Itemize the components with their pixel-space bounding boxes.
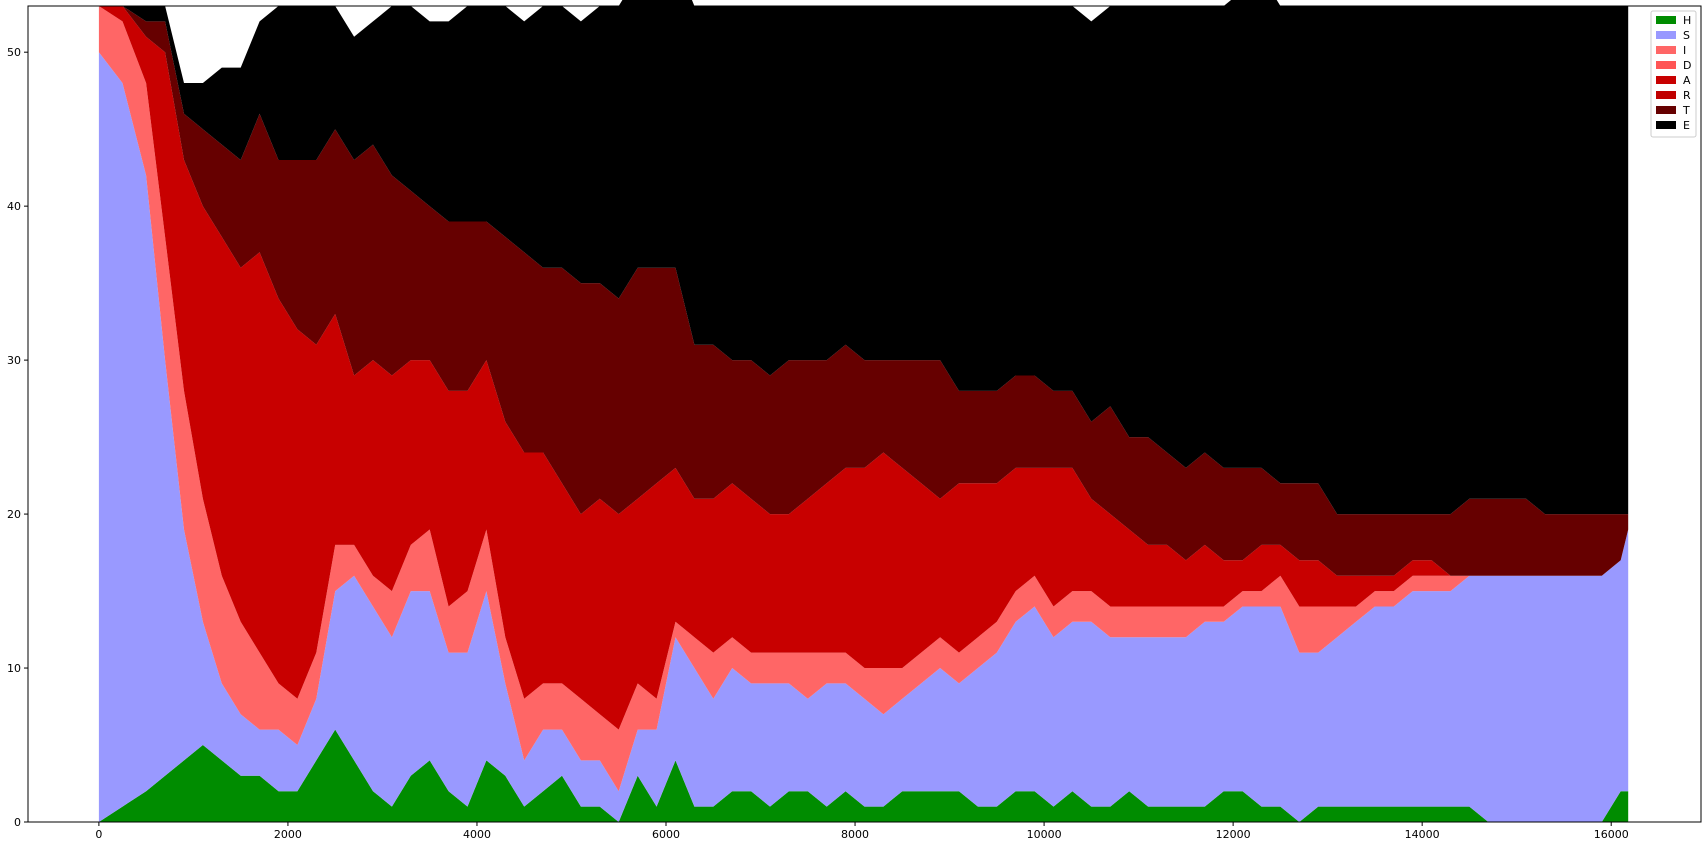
x-tick-label: 8000 [841, 828, 869, 841]
y-tick-label: 0 [14, 816, 21, 829]
legend-swatch-S [1656, 31, 1676, 39]
y-tick-label: 10 [7, 662, 21, 675]
y-tick-label: 30 [7, 354, 21, 367]
legend-label-E: E [1683, 119, 1690, 132]
x-tick-label: 12000 [1216, 828, 1251, 841]
legend-swatch-I [1656, 46, 1676, 54]
legend-swatch-H [1656, 16, 1676, 24]
plot-area [99, 0, 1628, 822]
legend-swatch-R [1656, 91, 1676, 99]
legend-swatch-E [1656, 121, 1676, 129]
legend-swatch-D [1656, 61, 1676, 69]
x-tick-label: 6000 [652, 828, 680, 841]
legend-label-D: D [1683, 59, 1691, 72]
y-tick-label: 50 [7, 46, 21, 59]
x-tick-label: 14000 [1405, 828, 1440, 841]
legend-label-I: I [1683, 44, 1686, 57]
x-tick-label: 0 [95, 828, 102, 841]
y-tick-label: 20 [7, 508, 21, 521]
legend-label-R: R [1683, 89, 1691, 102]
legend-swatch-T [1656, 106, 1676, 114]
legend-label-A: A [1683, 74, 1691, 87]
legend-label-T: T [1682, 104, 1690, 117]
x-tick-label: 2000 [274, 828, 302, 841]
x-tick-label: 10000 [1027, 828, 1062, 841]
x-tick-label: 16000 [1594, 828, 1629, 841]
y-tick-label: 40 [7, 200, 21, 213]
x-tick-label: 4000 [463, 828, 491, 841]
legend-label-H: H [1683, 14, 1691, 27]
legend-swatch-A [1656, 76, 1676, 84]
legend-label-S: S [1683, 29, 1690, 42]
